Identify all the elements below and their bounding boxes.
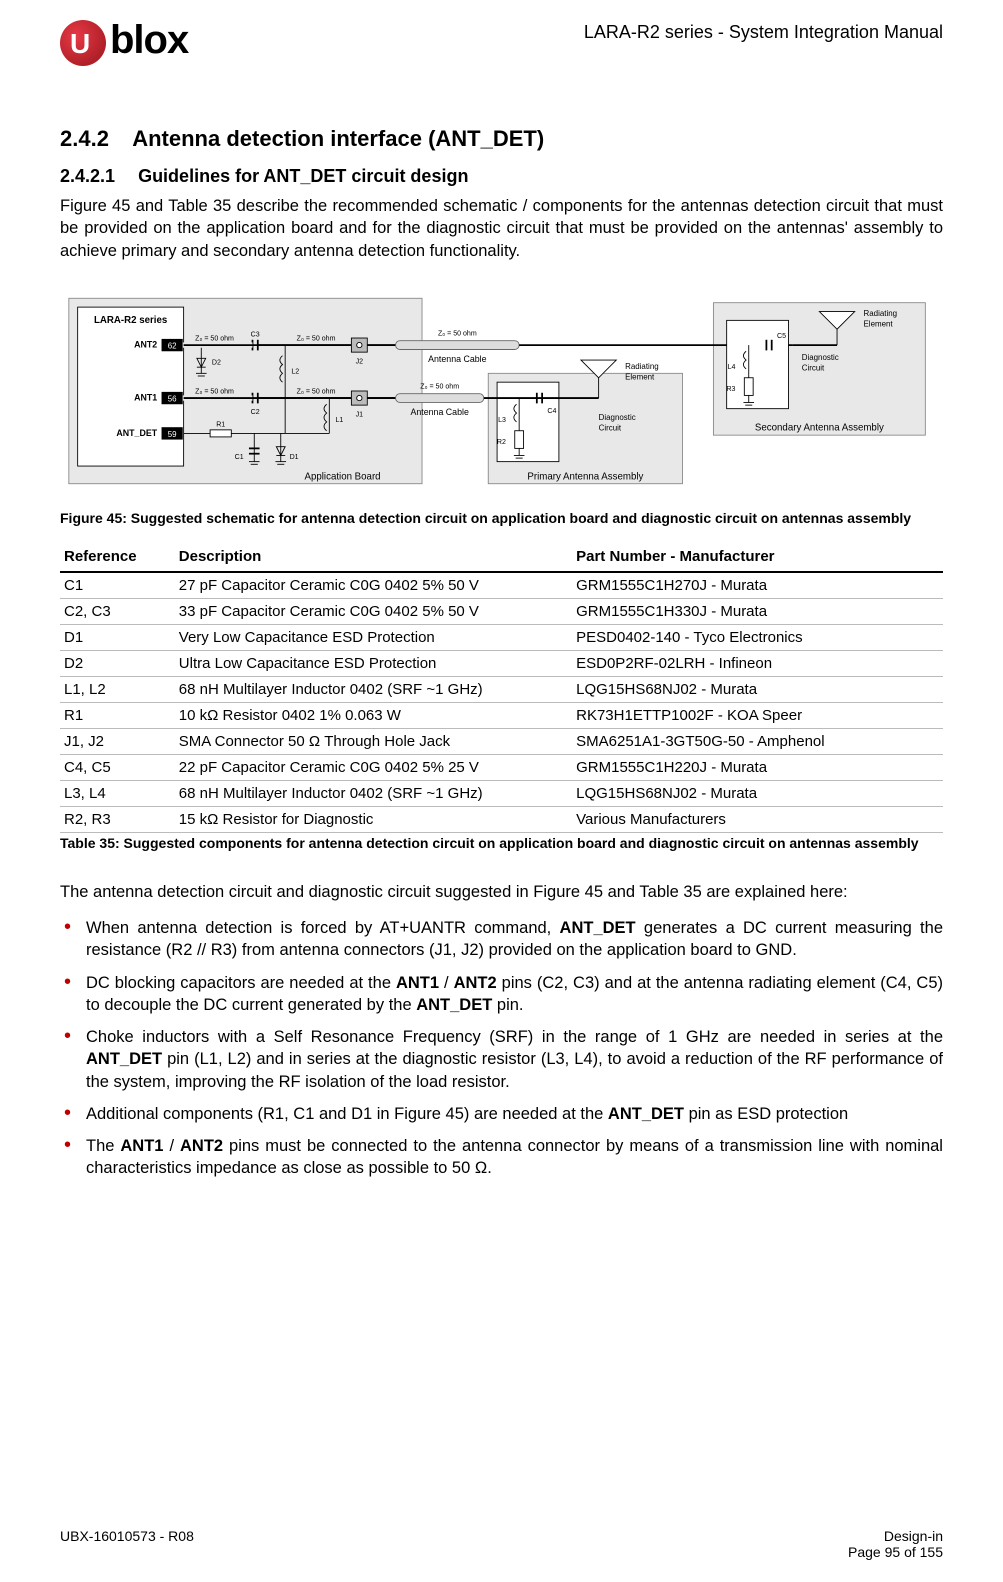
intro-paragraph: Figure 45 and Table 35 describe the reco… <box>60 195 943 262</box>
svg-text:D1: D1 <box>290 454 299 461</box>
components-table: Reference Description Part Number - Manu… <box>60 542 943 833</box>
logo: U blox <box>60 20 188 66</box>
explain-paragraph: The antenna detection circuit and diagno… <box>60 881 943 903</box>
svg-text:R1: R1 <box>216 421 225 428</box>
table-row: C127 pF Capacitor Ceramic C0G 0402 5% 50… <box>60 572 943 599</box>
figure-caption: Figure 45: Suggested schematic for anten… <box>60 510 943 526</box>
figure-45-schematic: Application Board LARA-R2 series ANT2 62… <box>60 276 943 506</box>
subsection-heading: 2.4.2.1 Guidelines for ANT_DET circuit d… <box>60 166 943 187</box>
table-caption: Table 35: Suggested components for anten… <box>60 835 943 851</box>
footer-page: Page 95 of 155 <box>848 1544 943 1560</box>
svg-text:ANT_DET: ANT_DET <box>116 428 157 438</box>
svg-text:C2: C2 <box>251 409 260 416</box>
svg-text:L3: L3 <box>498 417 506 424</box>
footer-section: Design-in <box>848 1528 943 1544</box>
logo-text: blox <box>110 20 188 60</box>
table-row: L3, L468 nH Multilayer Inductor 0402 (SR… <box>60 780 943 806</box>
col-description: Description <box>175 542 572 572</box>
svg-text:C3: C3 <box>251 331 260 338</box>
svg-text:Z₀ = 50 ohm: Z₀ = 50 ohm <box>195 388 234 395</box>
table-row: L1, L268 nH Multilayer Inductor 0402 (SR… <box>60 676 943 702</box>
svg-text:D2: D2 <box>212 359 221 366</box>
svg-text:ANT1: ANT1 <box>134 393 157 403</box>
svg-text:L4: L4 <box>728 364 736 371</box>
table-row: R2, R315 kΩ Resistor for DiagnosticVario… <box>60 806 943 832</box>
section-heading: 2.4.2 Antenna detection interface (ANT_D… <box>60 126 943 152</box>
list-item: Additional components (R1, C1 and D1 in … <box>60 1103 943 1125</box>
footer-left: UBX-16010573 - R08 <box>60 1528 194 1560</box>
svg-text:L2: L2 <box>291 368 299 375</box>
svg-text:56: 56 <box>168 394 177 403</box>
table-row: D2Ultra Low Capacitance ESD ProtectionES… <box>60 650 943 676</box>
svg-text:62: 62 <box>168 341 177 350</box>
col-partnum: Part Number - Manufacturer <box>572 542 943 572</box>
schematic-svg: Application Board LARA-R2 series ANT2 62… <box>60 276 943 506</box>
subsection-title: Guidelines for ANT_DET circuit design <box>138 166 468 186</box>
svg-text:Antenna Cable: Antenna Cable <box>428 354 486 364</box>
svg-text:Radiating: Radiating <box>625 362 659 371</box>
svg-text:Diagnostic: Diagnostic <box>599 413 636 422</box>
svg-text:J2: J2 <box>356 358 364 365</box>
secondary-label: Secondary Antenna Assembly <box>755 423 884 434</box>
list-item: When antenna detection is forced by AT+U… <box>60 917 943 962</box>
svg-text:Circuit: Circuit <box>599 424 622 433</box>
svg-text:R3: R3 <box>726 386 735 393</box>
svg-text:Element: Element <box>625 372 655 381</box>
list-item: DC blocking capacitors are needed at the… <box>60 972 943 1017</box>
table-header-row: Reference Description Part Number - Manu… <box>60 542 943 572</box>
svg-text:Z₀ = 50 ohm: Z₀ = 50 ohm <box>438 330 477 337</box>
svg-text:Antenna Cable: Antenna Cable <box>410 407 468 417</box>
module-label: LARA-R2 series <box>94 315 167 326</box>
svg-text:Diagnostic: Diagnostic <box>802 353 839 362</box>
list-item: The ANT1 / ANT2 pins must be connected t… <box>60 1135 943 1180</box>
page-footer: UBX-16010573 - R08 Design-in Page 95 of … <box>60 1528 943 1560</box>
logo-mark: U <box>60 20 106 66</box>
col-reference: Reference <box>60 542 175 572</box>
svg-text:Z₀ = 50 ohm: Z₀ = 50 ohm <box>297 388 336 395</box>
footer-right: Design-in Page 95 of 155 <box>848 1528 943 1560</box>
module-rect <box>78 307 184 466</box>
table-row: C2, C333 pF Capacitor Ceramic C0G 0402 5… <box>60 598 943 624</box>
svg-text:C5: C5 <box>777 333 786 340</box>
table-row: C4, C522 pF Capacitor Ceramic C0G 0402 5… <box>60 754 943 780</box>
table-row: J1, J2SMA Connector 50 Ω Through Hole Ja… <box>60 728 943 754</box>
svg-text:Z₀ = 50 ohm: Z₀ = 50 ohm <box>195 335 234 342</box>
pin-antdet: ANT_DET 59 <box>116 427 182 439</box>
bullet-list: When antenna detection is forced by AT+U… <box>60 917 943 1180</box>
svg-text:Z₀ = 50 ohm: Z₀ = 50 ohm <box>420 383 459 390</box>
section-number: 2.4.2 <box>60 126 109 151</box>
svg-text:Radiating: Radiating <box>864 309 898 318</box>
document-title: LARA-R2 series - System Integration Manu… <box>584 20 943 43</box>
svg-text:L1: L1 <box>335 417 343 424</box>
app-board-label: Application Board <box>305 471 381 482</box>
subsection-number: 2.4.2.1 <box>60 166 115 186</box>
svg-text:Element: Element <box>864 319 894 328</box>
svg-text:C1: C1 <box>235 454 244 461</box>
svg-text:ANT2: ANT2 <box>134 340 157 350</box>
svg-text:J1: J1 <box>356 411 364 418</box>
logo-u-glyph: U <box>70 28 90 60</box>
list-item: Choke inductors with a Self Resonance Fr… <box>60 1026 943 1093</box>
svg-text:R2: R2 <box>497 439 506 446</box>
table-row: R110 kΩ Resistor 0402 1% 0.063 WRK73H1ET… <box>60 702 943 728</box>
svg-text:59: 59 <box>168 430 177 439</box>
svg-text:C4: C4 <box>547 408 556 415</box>
svg-text:Circuit: Circuit <box>802 363 825 372</box>
table-row: D1Very Low Capacitance ESD ProtectionPES… <box>60 624 943 650</box>
svg-text:Z₀ = 50 ohm: Z₀ = 50 ohm <box>297 335 336 342</box>
section-title: Antenna detection interface (ANT_DET) <box>132 126 544 151</box>
primary-label: Primary Antenna Assembly <box>527 471 643 482</box>
page-header: U blox LARA-R2 series - System Integrati… <box>60 20 943 66</box>
